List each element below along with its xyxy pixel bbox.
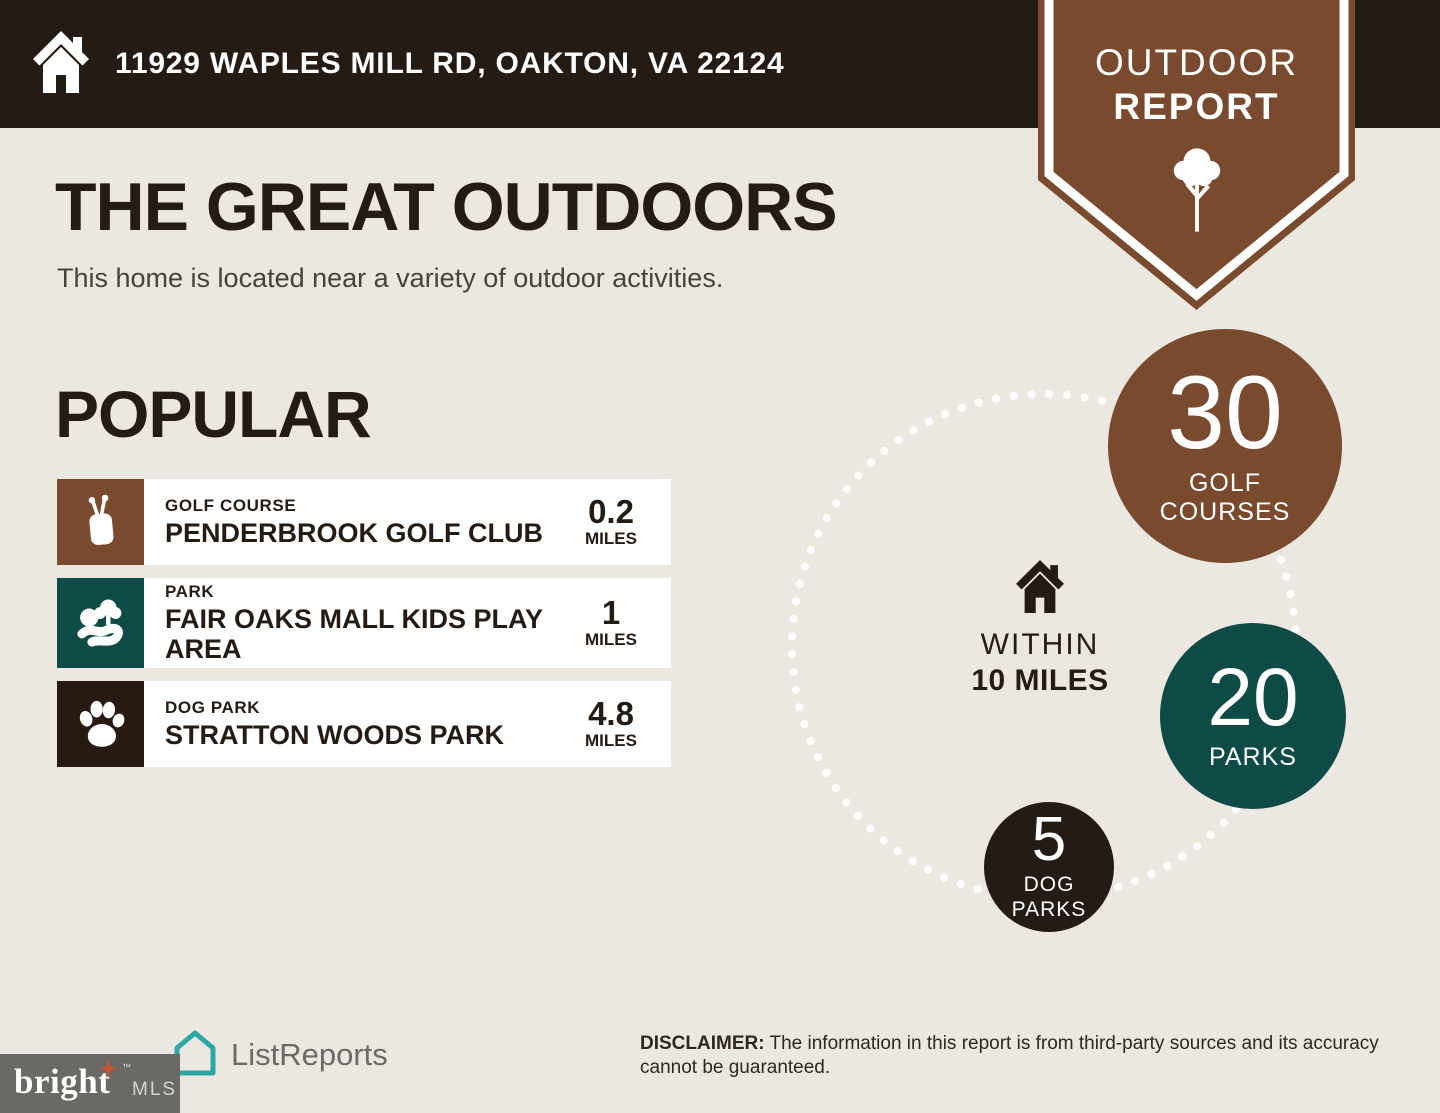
- list-item-text: PARK FAIR OAKS MALL KIDS PLAY AREA: [144, 578, 561, 668]
- list-item-park: PARK FAIR OAKS MALL KIDS PLAY AREA 1 MIL…: [57, 578, 671, 668]
- distance-block: 4.8 MILES: [561, 681, 671, 767]
- miles-label: 10 MILES: [971, 664, 1109, 697]
- paw-icon: [57, 681, 144, 767]
- golf-bag-icon: [57, 479, 144, 565]
- list-item-text: DOG PARK STRATTON WOODS PARK: [144, 681, 561, 767]
- park-trees-path-icon: [57, 578, 144, 668]
- mls-wordmark: MLS: [132, 1079, 178, 1100]
- list-item-golf-course: GOLF COURSE PENDERBROOK GOLF CLUB 0.2 MI…: [57, 479, 671, 565]
- bright-mls-logo: bright ™ MLS: [0, 1054, 180, 1113]
- tree-icon: [1038, 142, 1355, 241]
- distance-value: 0.2: [588, 493, 634, 530]
- page-title: THE GREAT OUTDOORS: [55, 169, 838, 245]
- place-name: FAIR OAKS MALL KIDS PLAY AREA: [165, 603, 543, 664]
- list-item-dog-park: DOG PARK STRATTON WOODS PARK 4.8 MILES: [57, 681, 671, 767]
- stat-value: 30: [1167, 355, 1283, 472]
- category-label: GOLF COURSE: [165, 495, 297, 515]
- distance-block: 0.2 MILES: [561, 479, 671, 565]
- stat-label: GOLF COURSES: [1159, 468, 1291, 527]
- within-label: WITHIN: [980, 628, 1100, 661]
- property-address: 11929 WAPLES MILL RD, OAKTON, VA 22124: [115, 47, 785, 80]
- stat-value: 20: [1207, 652, 1299, 744]
- distance-unit: MILES: [585, 529, 637, 548]
- home-icon: [33, 30, 89, 99]
- disclaimer-label: DISCLAIMER:: [640, 1033, 765, 1054]
- place-name: PENDERBROOK GOLF CLUB: [165, 517, 543, 548]
- stat-bubble-dog-parks: 5 DOG PARKS: [984, 802, 1114, 932]
- distance-block: 1 MILES: [561, 578, 671, 668]
- distance-value: 1: [601, 594, 621, 631]
- popular-list: GOLF COURSE PENDERBROOK GOLF CLUB 0.2 MI…: [57, 479, 671, 767]
- listreports-house-icon: [168, 1028, 222, 1081]
- distance-value: 4.8: [588, 695, 634, 732]
- ribbon-title-line2: REPORT: [1113, 86, 1280, 127]
- listreports-wordmark: ListReports: [231, 1036, 388, 1072]
- disclaimer-text: DISCLAIMER: The information in this repo…: [640, 1033, 1379, 1078]
- trademark-symbol: ™: [122, 1062, 131, 1072]
- category-label: DOG PARK: [165, 697, 261, 717]
- outdoor-report-badge: OUTDOOR REPORT: [1038, 0, 1355, 310]
- stat-label: DOG PARKS: [1011, 873, 1087, 921]
- ribbon-content: OUTDOOR REPORT: [1038, 0, 1355, 241]
- distance-unit: MILES: [585, 630, 637, 649]
- stat-value: 5: [1031, 805, 1067, 875]
- stat-label: PARKS: [1209, 743, 1297, 772]
- star-icon: [100, 1060, 117, 1082]
- page-subtitle: This home is located near a variety of o…: [57, 263, 724, 293]
- category-label: PARK: [165, 581, 215, 601]
- distance-unit: MILES: [585, 731, 637, 750]
- ribbon-title-line1: OUTDOOR: [1094, 42, 1299, 83]
- place-name: STRATTON WOODS PARK: [165, 719, 504, 750]
- radius-center-label: WITHIN 10 MILES: [952, 560, 1128, 698]
- popular-heading: POPULAR: [55, 377, 372, 451]
- listreports-logo: ListReports: [168, 1028, 388, 1081]
- stat-bubble-golf-courses: 30 GOLF COURSES: [1108, 329, 1342, 563]
- list-item-text: GOLF COURSE PENDERBROOK GOLF CLUB: [144, 479, 561, 565]
- stat-bubble-parks: 20 PARKS: [1160, 623, 1346, 809]
- house-icon: [1016, 560, 1064, 617]
- bright-wordmark: bright: [14, 1062, 111, 1101]
